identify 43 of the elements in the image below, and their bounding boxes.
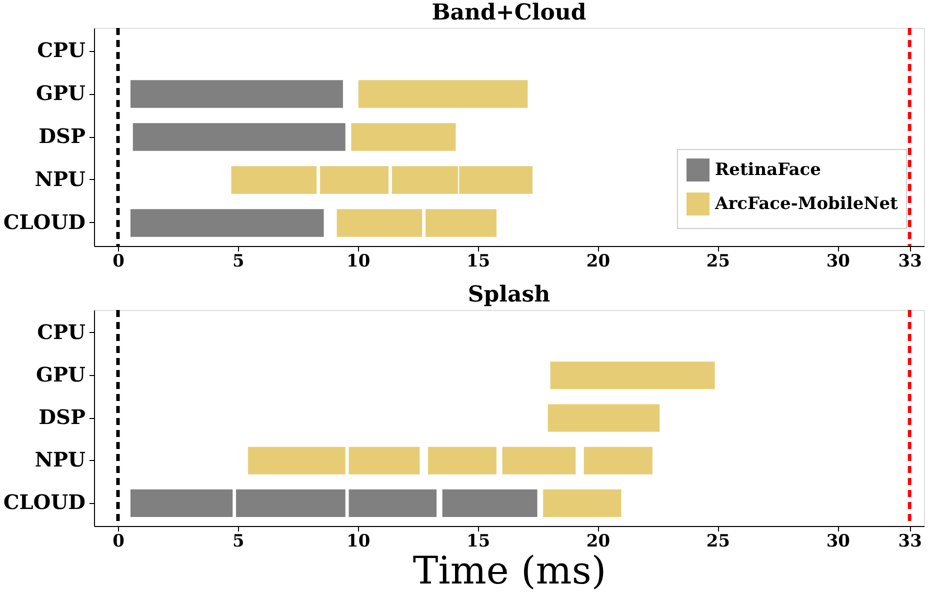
y-tick-label: NPU [34, 448, 86, 472]
x-tick-label: 20 [586, 252, 610, 272]
bar [546, 403, 661, 433]
legend-label: RetinaFace [715, 160, 822, 180]
x-tick-label: 33 [898, 532, 922, 552]
x-tick-label: 30 [826, 532, 850, 552]
chart-title: Band+Cloud [432, 0, 586, 26]
y-tick-label: GPU [36, 362, 86, 386]
x-tick-label: 5 [232, 532, 244, 552]
bar [426, 446, 498, 476]
y-tick-label: DSP [38, 124, 86, 148]
bar [350, 122, 457, 152]
x-tick-label: 5 [232, 252, 244, 272]
x-tick-label: 10 [346, 252, 370, 272]
x-tick-label: 33 [898, 252, 922, 272]
legend-label: ArcFace-MobileNet [714, 194, 898, 214]
bar [582, 446, 654, 476]
x-tick-label: 10 [346, 532, 370, 552]
y-tick-label: DSP [38, 405, 86, 429]
y-tick-label: CPU [37, 320, 86, 344]
x-tick-label: 25 [706, 532, 730, 552]
y-tick-label: NPU [34, 167, 86, 191]
x-axis-title: Time (ms) [412, 548, 606, 592]
bar [357, 79, 529, 109]
bar [542, 488, 622, 518]
bar [441, 488, 538, 518]
x-tick-label: 15 [466, 252, 490, 272]
y-tick-label: GPU [36, 81, 86, 105]
y-tick-label: CPU [37, 38, 86, 62]
bar [129, 79, 344, 109]
x-tick-label: 30 [826, 252, 850, 272]
x-tick-label: 0 [112, 252, 125, 272]
x-tick-label: 25 [706, 252, 730, 272]
bar [129, 208, 325, 238]
x-tick-label: 15 [466, 532, 490, 552]
bar [549, 360, 716, 390]
y-tick-label: CLOUD [3, 490, 86, 514]
x-tick-label: 0 [112, 532, 125, 552]
bar [132, 122, 346, 152]
chart-title: Splash [468, 281, 550, 308]
y-tick-label: CLOUD [3, 210, 86, 234]
bar [501, 446, 577, 476]
x-tick-label: 20 [586, 532, 610, 552]
